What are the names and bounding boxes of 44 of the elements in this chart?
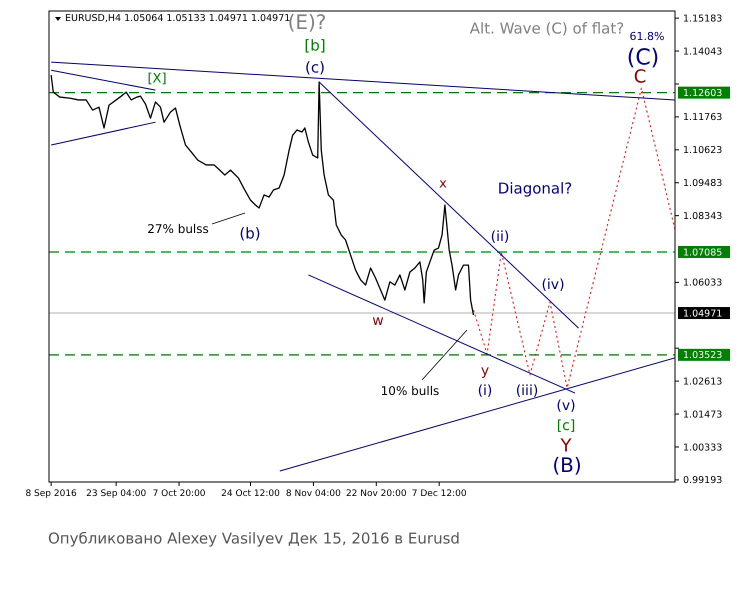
y-tick-label: 1.02613 [683, 376, 722, 388]
annotation: x [439, 176, 448, 192]
x-tick-label: 23 Sep 04:00 [86, 489, 146, 499]
annotation: 27% bulss [147, 222, 209, 236]
x-tick-label: 22 Nov 20:00 [346, 489, 407, 499]
y-tick-label: 1.08343 [683, 210, 722, 222]
annotation: [X] [147, 72, 167, 87]
y-tick-label: 1.10623 [683, 145, 722, 156]
y-tick-label: 0.99193 [683, 475, 722, 486]
x-tick-label: 24 Oct 12:00 [221, 489, 280, 499]
y-tick-label: 1.15183 [683, 13, 722, 24]
annotation: (iii) [516, 382, 538, 399]
y-tick-label: 1.06033 [683, 278, 722, 289]
chart-title: EURUSD,H4 1.05064 1.05133 1.04971 1.04971 [65, 13, 290, 24]
annotation: w [372, 312, 384, 329]
x-tick-label: 7 Oct 20:00 [152, 489, 206, 499]
y-tick-label: 1.14043 [683, 46, 722, 58]
text: Опубликовано Alexey Vasilyev Дек 15, 2016 в Eurusd [48, 529, 460, 548]
annotation: (c) [305, 58, 325, 76]
y-tick-label: 1.00333 [683, 442, 722, 454]
annotation: (iv) [541, 276, 565, 293]
y-tick-label: 1.01473 [683, 409, 722, 420]
y-tick-label: 1.11763 [683, 112, 722, 124]
annotation: Diagonal? [498, 179, 572, 198]
x-tick-label: 7 Dec 12:00 [412, 489, 467, 499]
annotation: Alt. Wave (C) of flat? [470, 19, 624, 38]
annotation: (v) [556, 398, 576, 414]
annotation: (i) [478, 382, 492, 399]
annotation: C [634, 66, 646, 88]
y-tick-label: 1.09483 [683, 178, 722, 190]
ref-line-label: 1.07085 [683, 247, 722, 258]
annotation: [c] [556, 418, 576, 434]
annotation: 61.8% [630, 30, 664, 43]
x-tick-label: 8 Nov 04:00 [286, 489, 342, 499]
annotation: [b] [304, 36, 326, 54]
ref-line-label: 1.03523 [683, 350, 722, 362]
annotation: 10% bulls [380, 384, 440, 398]
ref-line-label: 1.12603 [683, 88, 722, 99]
x-tick-label: 8 Sep 2016 [25, 489, 78, 499]
annotation: (E)? [288, 10, 326, 34]
annotation: (ii) [490, 228, 510, 245]
annotation: (b) [239, 224, 261, 242]
ref-line-label: 1.04971 [683, 308, 722, 320]
annotation: y [480, 362, 490, 379]
